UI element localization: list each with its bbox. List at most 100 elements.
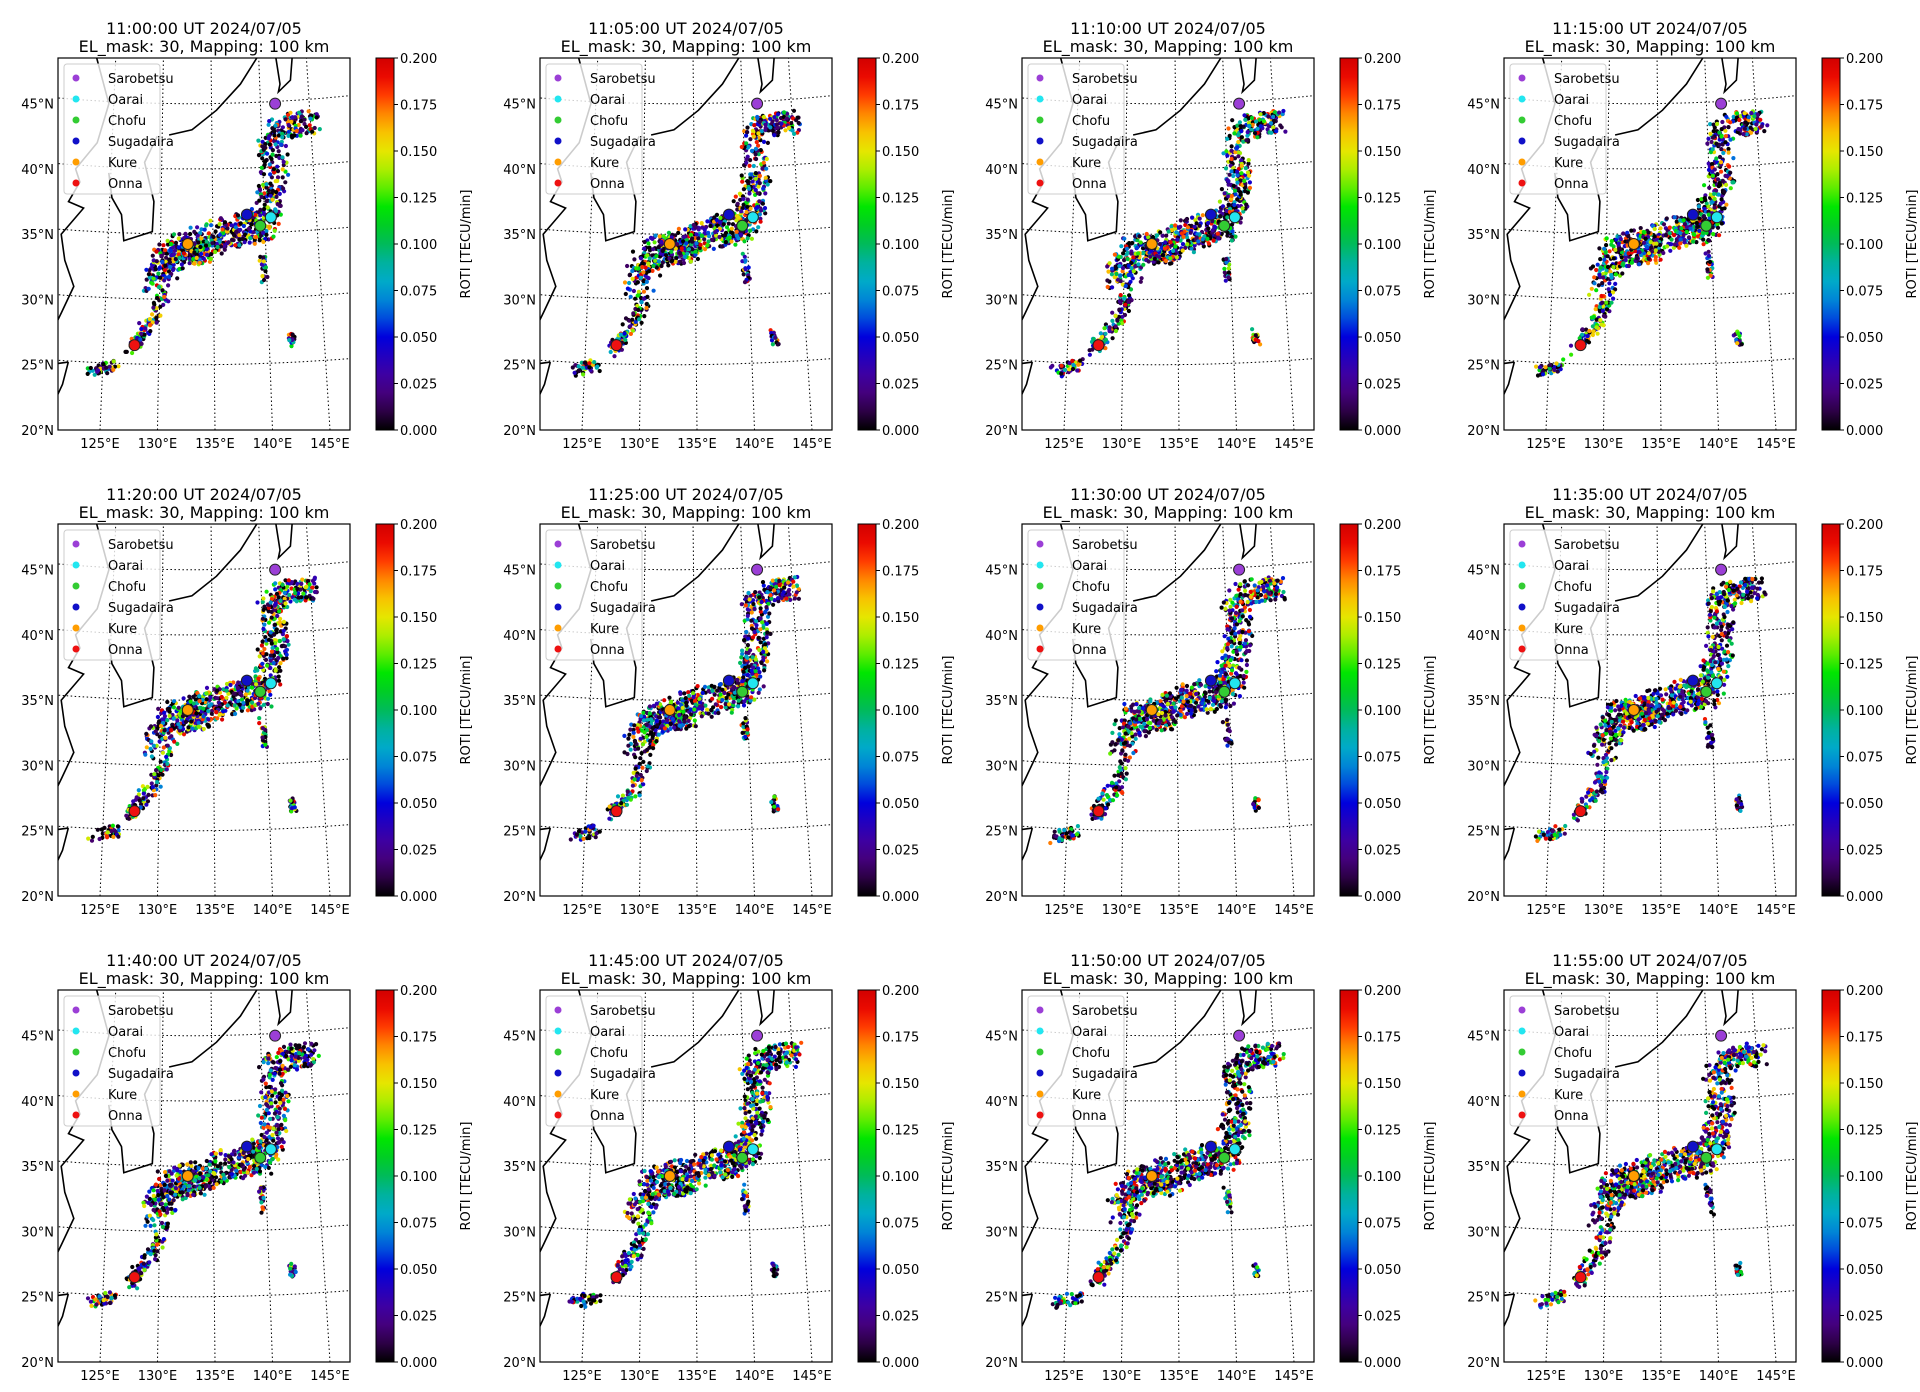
roti-point bbox=[1684, 229, 1689, 235]
roti-point bbox=[175, 741, 180, 747]
roti-point bbox=[1206, 220, 1211, 226]
roti-point bbox=[1232, 156, 1238, 161]
roti-point bbox=[300, 128, 305, 133]
roti-point bbox=[1701, 237, 1706, 242]
lon-tick-label: 145°E bbox=[1274, 437, 1314, 452]
roti-point bbox=[651, 247, 656, 252]
roti-point bbox=[643, 265, 648, 270]
station-marker bbox=[254, 219, 267, 232]
roti-point bbox=[181, 251, 187, 256]
roti-point bbox=[266, 136, 271, 141]
roti-point bbox=[1183, 245, 1188, 250]
roti-point bbox=[1283, 129, 1288, 134]
roti-point bbox=[268, 658, 273, 663]
roti-point bbox=[277, 638, 282, 644]
roti-point bbox=[1235, 123, 1240, 128]
roti-point bbox=[169, 728, 174, 733]
legend-box bbox=[63, 63, 161, 195]
roti-point bbox=[718, 215, 723, 220]
colorbar-tick-label: 0.050 bbox=[400, 331, 437, 346]
roti-point bbox=[226, 691, 231, 696]
roti-point bbox=[144, 277, 149, 282]
station-marker bbox=[1228, 211, 1241, 224]
roti-point bbox=[763, 127, 768, 133]
roti-point bbox=[139, 326, 144, 332]
roti-point bbox=[1233, 192, 1238, 197]
roti-point bbox=[1614, 237, 1619, 242]
roti-point bbox=[269, 615, 274, 620]
roti-point bbox=[197, 260, 202, 265]
roti-point bbox=[1736, 127, 1741, 132]
roti-point bbox=[279, 142, 284, 147]
roti-point bbox=[1715, 121, 1720, 127]
roti-point bbox=[234, 706, 239, 711]
legend-box bbox=[1509, 63, 1607, 195]
roti-point bbox=[1646, 230, 1651, 235]
roti-point bbox=[776, 342, 781, 347]
roti-point bbox=[307, 123, 312, 128]
roti-point bbox=[645, 253, 650, 258]
roti-point bbox=[175, 718, 180, 723]
roti-point bbox=[257, 258, 262, 263]
roti-point bbox=[156, 720, 161, 726]
roti-point bbox=[272, 228, 277, 233]
roti-point bbox=[170, 267, 176, 273]
roti-point bbox=[731, 199, 736, 204]
roti-point bbox=[290, 332, 295, 337]
roti-point bbox=[1243, 117, 1248, 122]
roti-point bbox=[1127, 241, 1132, 246]
roti-point bbox=[630, 317, 635, 322]
roti-point bbox=[204, 685, 210, 691]
roti-point bbox=[271, 167, 276, 172]
roti-point bbox=[622, 331, 627, 336]
roti-point bbox=[724, 225, 730, 230]
roti-point bbox=[268, 692, 273, 697]
roti-point bbox=[1221, 151, 1226, 156]
roti-point bbox=[233, 225, 238, 230]
roti-point bbox=[1699, 197, 1704, 202]
roti-point bbox=[745, 130, 750, 135]
roti-point bbox=[705, 219, 710, 224]
roti-point bbox=[294, 128, 299, 134]
roti-point bbox=[1110, 318, 1115, 323]
roti-point bbox=[1229, 144, 1234, 149]
roti-point bbox=[774, 122, 780, 127]
roti-point bbox=[143, 326, 148, 331]
roti-point bbox=[280, 155, 285, 160]
roti-point bbox=[276, 655, 281, 661]
roti-point bbox=[1584, 327, 1589, 332]
roti-point bbox=[1195, 232, 1200, 237]
roti-point bbox=[1643, 236, 1648, 241]
station-marker bbox=[1092, 339, 1105, 352]
roti-point bbox=[298, 133, 303, 138]
roti-point bbox=[150, 312, 155, 317]
roti-point bbox=[750, 179, 755, 184]
roti-point bbox=[1534, 364, 1539, 369]
lat-tick-label: 45°N bbox=[21, 98, 54, 113]
roti-point bbox=[708, 223, 713, 228]
station-marker bbox=[663, 238, 676, 250]
roti-point bbox=[1609, 300, 1614, 305]
roti-point bbox=[1686, 235, 1692, 240]
roti-point bbox=[1580, 327, 1585, 332]
roti-point bbox=[1117, 308, 1122, 313]
roti-point bbox=[640, 265, 645, 270]
roti-point bbox=[628, 294, 633, 299]
roti-point bbox=[1229, 238, 1234, 243]
roti-point bbox=[756, 143, 761, 148]
legend-marker bbox=[1518, 95, 1526, 103]
roti-point bbox=[1610, 290, 1616, 295]
roti-point bbox=[1230, 229, 1235, 234]
legend-label: Sarobetsu bbox=[1072, 72, 1138, 87]
roti-point bbox=[1158, 230, 1163, 235]
legend-marker bbox=[1036, 116, 1044, 124]
roti-point bbox=[744, 209, 749, 215]
roti-point bbox=[705, 243, 710, 248]
roti-point bbox=[734, 218, 739, 223]
roti-point bbox=[645, 275, 650, 280]
roti-point bbox=[1602, 257, 1607, 262]
roti-point bbox=[238, 227, 243, 232]
roti-point bbox=[636, 307, 641, 312]
roti-point bbox=[768, 125, 773, 130]
roti-point bbox=[266, 188, 271, 193]
